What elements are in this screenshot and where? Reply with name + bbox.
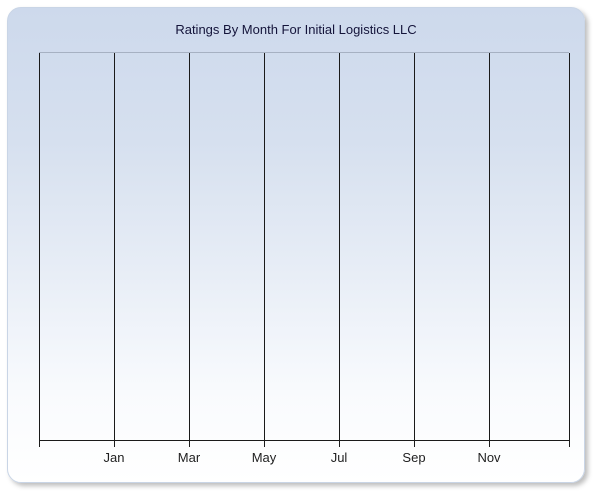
- x-tick-label: Mar: [177, 450, 201, 465]
- x-tick-label: Sep: [402, 450, 426, 465]
- plot-area: Jan Mar May Jul Sep Nov: [39, 52, 570, 465]
- gridline: [189, 53, 190, 447]
- x-tick-label: Jul: [330, 450, 348, 465]
- gridline: [414, 53, 415, 447]
- gridline: [569, 53, 570, 447]
- gridline: [114, 53, 115, 447]
- gridline: [339, 53, 340, 447]
- x-tick-label: Nov: [477, 450, 501, 465]
- gridline: [39, 53, 40, 447]
- x-tick-label: May: [251, 450, 277, 465]
- x-tick-label: Jan: [103, 450, 125, 465]
- chart-card: Ratings By Month For Initial Logistics L…: [7, 7, 585, 483]
- gridline: [489, 53, 490, 447]
- gridline: [264, 53, 265, 447]
- chart-title: Ratings By Month For Initial Logistics L…: [175, 22, 417, 37]
